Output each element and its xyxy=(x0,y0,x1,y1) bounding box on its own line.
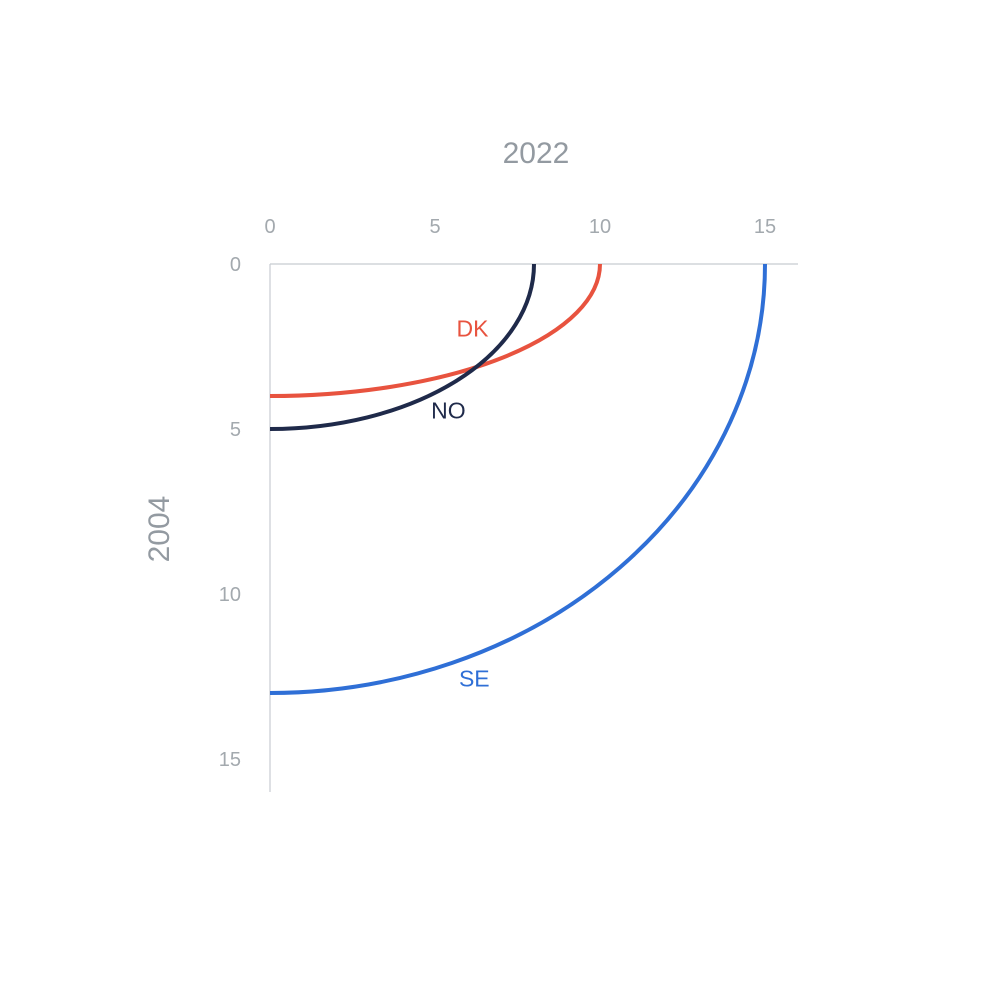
series-label-no: NO xyxy=(431,398,466,424)
series-group xyxy=(269,263,767,695)
x-tick-label: 5 xyxy=(429,216,440,238)
y-tick-label: 15 xyxy=(219,749,241,771)
series-line-se xyxy=(269,263,767,695)
y-tick-label: 10 xyxy=(219,584,241,606)
series-label-dk: DK xyxy=(457,316,490,342)
series-line-no xyxy=(269,263,536,431)
y-tick-label: 5 xyxy=(230,419,241,441)
x-tick-label: 15 xyxy=(754,216,776,238)
tick-labels: 0 5 10 15 0 5 10 15 xyxy=(219,216,776,771)
x-tick-label: 0 xyxy=(264,216,275,238)
series-line-dk xyxy=(269,263,602,398)
y-tick-label: 0 xyxy=(230,254,241,276)
x-tick-label: 10 xyxy=(589,216,611,238)
series-label-se: SE xyxy=(459,665,490,691)
y-axis-title: 2004 xyxy=(143,496,176,563)
x-axis-title: 2022 xyxy=(503,137,570,170)
series-labels: DK NO SE xyxy=(431,316,489,692)
